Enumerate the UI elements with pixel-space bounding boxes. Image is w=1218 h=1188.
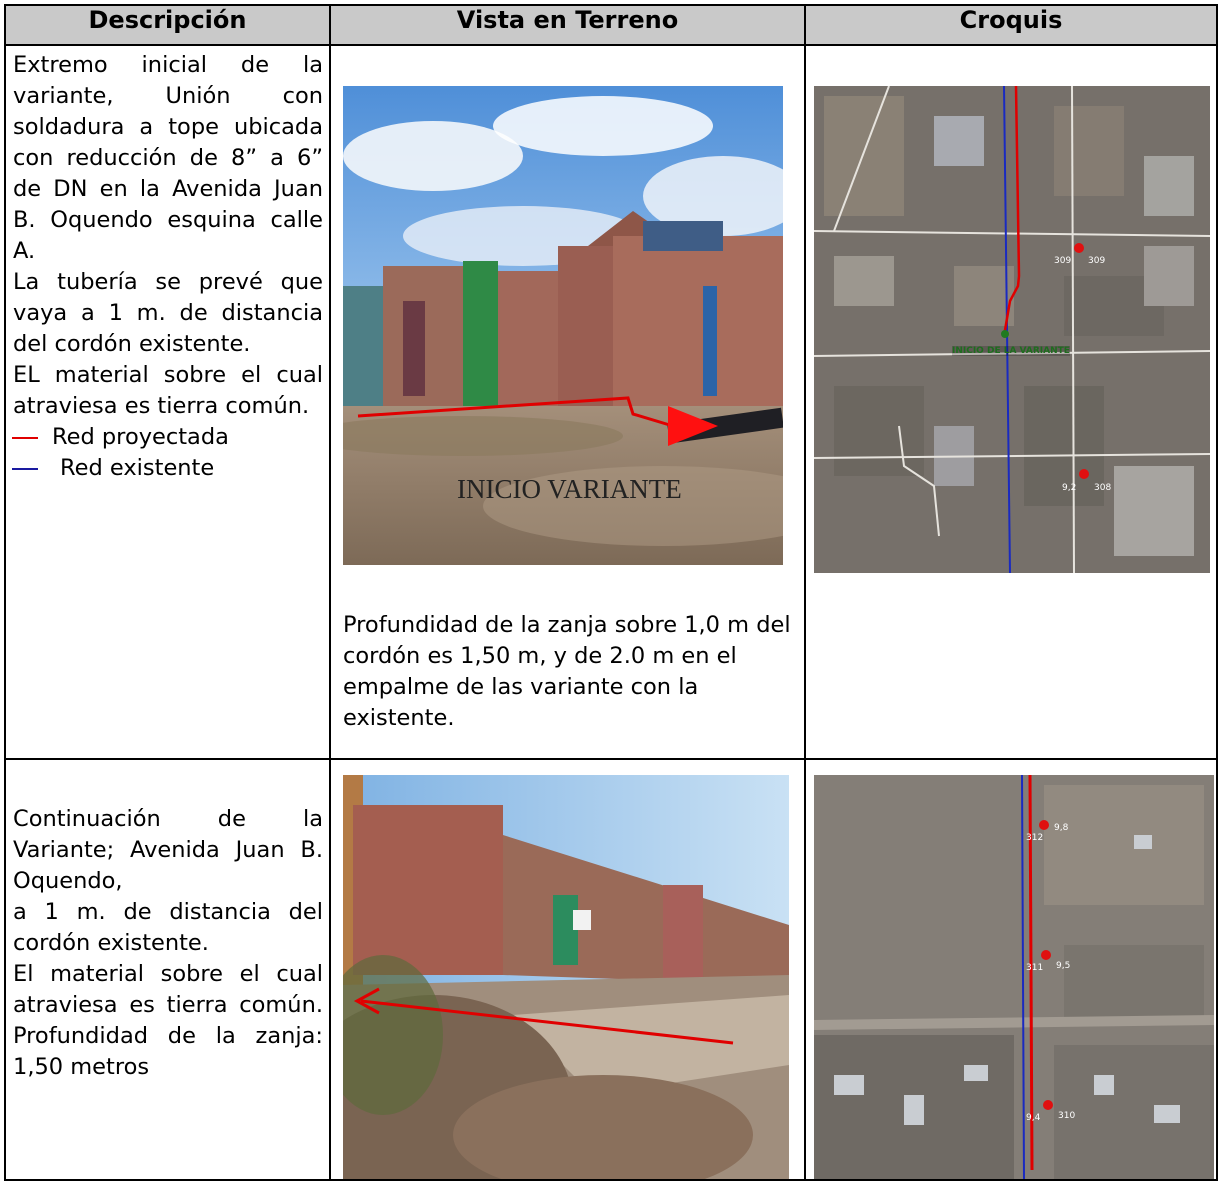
map-label-311a: 311 [1026, 963, 1043, 973]
header-row: Descripción Vista en Terreno Croquis [5, 5, 1217, 45]
croquis-map: 312 9,8 311 9,5 9,4 310 [814, 775, 1214, 1179]
description-paragraph: El material sobre el cual atraviesa es t… [13, 959, 323, 1083]
croquis-map: INICIO DE LA VARIANTE 309 309 9,2 308 [814, 86, 1210, 573]
description-text: Extremo inicial de la variante, Unión co… [6, 46, 329, 422]
description-paragraph: Extremo inicial de la variante, Unión co… [13, 50, 323, 267]
legend-item-existente: Red existente [12, 453, 329, 484]
map-label-310a: 9,4 [1026, 1113, 1040, 1123]
photo-label: INICIO VARIANTE [457, 474, 682, 505]
header-vista: Vista en Terreno [330, 5, 805, 45]
description-paragraph: a 1 m. de distancia del cordón existente… [13, 897, 323, 959]
header-descripcion: Descripción [5, 5, 330, 45]
map-label-308b: 308 [1094, 483, 1111, 493]
map-label-309a: 309 [1054, 256, 1071, 266]
description-cell: Extremo inicial de la variante, Unión co… [5, 45, 330, 759]
table-row: Extremo inicial de la variante, Unión co… [5, 45, 1217, 759]
map-label-start: INICIO DE LA VARIANTE [952, 346, 1070, 356]
legend-label: Red existente [60, 453, 214, 484]
map-label-309b: 309 [1088, 256, 1105, 266]
map-label-310b: 310 [1058, 1111, 1075, 1121]
header-croquis: Croquis [805, 5, 1217, 45]
blue-line-swatch [12, 468, 38, 470]
croquis-cell: INICIO DE LA VARIANTE 309 309 9,2 308 [805, 45, 1217, 759]
site-photo: INICIO VARIANTE [343, 86, 783, 565]
description-paragraph: EL material sobre el cual atraviesa es t… [13, 360, 323, 422]
legend: Red proyectada Red existente [6, 422, 329, 484]
table-row: Continuación de la Variante; Avenida Jua… [5, 759, 1217, 1180]
vista-cell [330, 759, 805, 1180]
report-table: Descripción Vista en Terreno Croquis Ext… [4, 4, 1218, 1181]
map-label-308a: 9,2 [1062, 483, 1076, 493]
red-line-swatch [12, 437, 38, 439]
description-cell: Continuación de la Variante; Avenida Jua… [5, 759, 330, 1180]
legend-item-proyectada: Red proyectada [12, 422, 329, 453]
description-text: Continuación de la Variante; Avenida Jua… [6, 760, 329, 1083]
description-paragraph: La tubería se prevé que vaya a 1 m. de d… [13, 267, 323, 360]
description-paragraph: Continuación de la Variante; Avenida Jua… [13, 804, 323, 897]
map-label-311b: 9,5 [1056, 961, 1070, 971]
map-label-312a: 312 [1026, 833, 1043, 843]
site-photo [343, 775, 789, 1179]
legend-label: Red proyectada [52, 422, 229, 453]
depth-caption: Profundidad de la zanja sobre 1,0 m del … [335, 610, 811, 734]
map-label-312b: 9,8 [1054, 823, 1068, 833]
croquis-cell: 312 9,8 311 9,5 9,4 310 [805, 759, 1217, 1180]
vista-cell: INICIO VARIANTE Profundidad de la zanja … [330, 45, 805, 759]
